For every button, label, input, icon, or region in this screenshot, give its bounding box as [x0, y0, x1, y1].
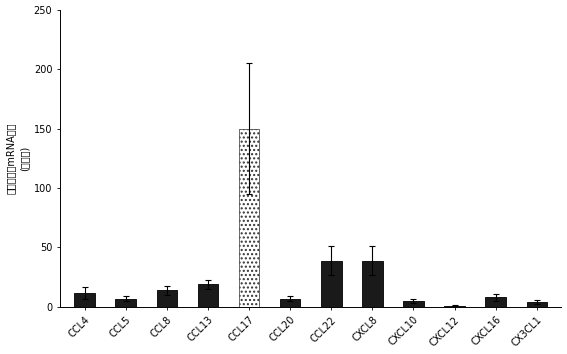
Bar — [239, 129, 259, 307]
Y-axis label: ケモカインmRNA発現
(比較比): ケモカインmRNA発現 (比較比) — [6, 122, 29, 194]
Bar — [74, 293, 95, 307]
Bar — [485, 297, 506, 307]
Bar — [198, 284, 218, 307]
Bar — [445, 306, 465, 307]
Bar — [403, 301, 424, 307]
Bar — [362, 261, 383, 307]
Bar — [116, 299, 136, 307]
Bar — [527, 302, 547, 307]
Bar — [156, 290, 177, 307]
Bar — [280, 299, 301, 307]
Bar — [321, 261, 341, 307]
